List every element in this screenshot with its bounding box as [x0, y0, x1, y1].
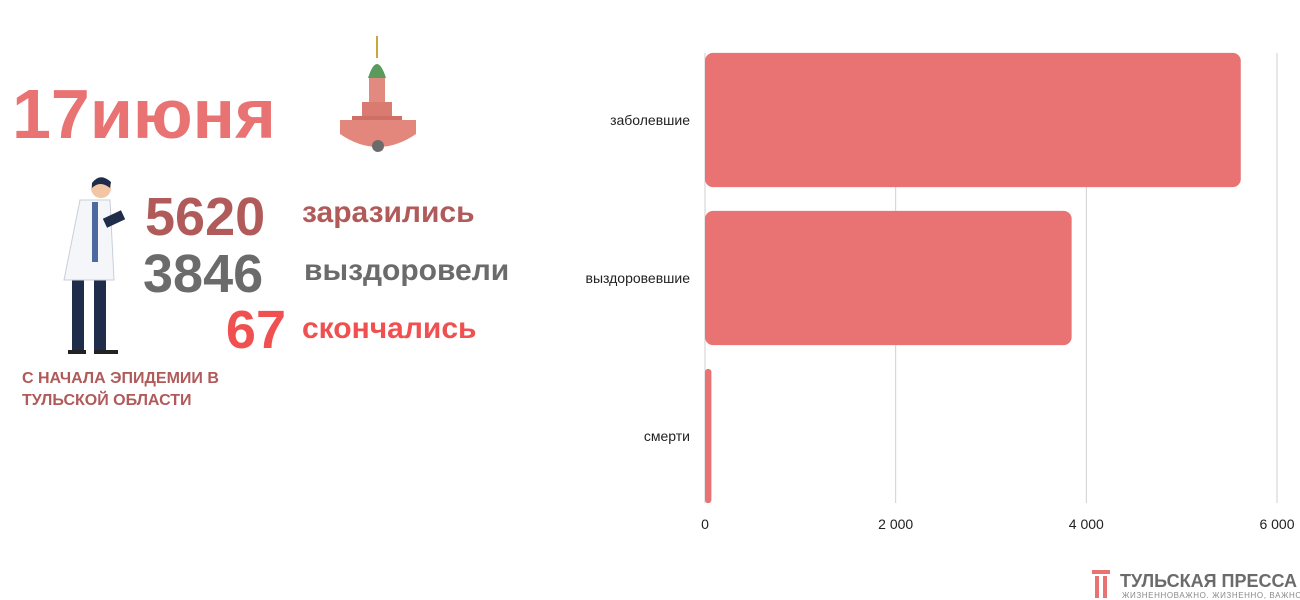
- infected-label: заразились: [302, 196, 475, 229]
- y-tick-label: заболевшие: [610, 112, 690, 128]
- brand: ТУЛЬСКАЯ ПРЕССА: [1120, 571, 1297, 591]
- date: 17июня: [12, 75, 276, 153]
- deaths-label: скончались: [302, 312, 476, 345]
- recovered-count: 3846: [143, 244, 263, 304]
- bar: [705, 210, 1072, 346]
- bar: [705, 368, 712, 504]
- slogan: ЖИЗНЕННОВАЖНО. ЖИЗНЕННО, ВАЖНО: [1122, 591, 1300, 600]
- x-tick-label: 6 000: [1259, 516, 1294, 532]
- y-tick-label: выздоровевшие: [586, 270, 691, 286]
- infected-count: 5620: [145, 187, 265, 247]
- recovered-label: выздоровели: [304, 254, 509, 287]
- x-tick-label: 2 000: [878, 516, 913, 532]
- y-tick-label: смерти: [644, 428, 690, 444]
- x-tick-label: 0: [701, 516, 709, 532]
- note: С НАЧАЛА ЭПИДЕМИИ В ТУЛЬСКОЙ ОБЛАСТИ: [22, 370, 219, 409]
- note-box: С НАЧАЛА ЭПИДЕМИИ В ТУЛЬСКОЙ ОБЛАСТИ: [22, 370, 219, 409]
- deaths-count: 67: [226, 300, 286, 360]
- logo-icon: [1092, 570, 1110, 598]
- bar: [705, 52, 1241, 188]
- doctor-icon: [63, 177, 126, 354]
- x-tick-label: 4 000: [1069, 516, 1104, 532]
- kremlin-tower-icon: [340, 36, 416, 152]
